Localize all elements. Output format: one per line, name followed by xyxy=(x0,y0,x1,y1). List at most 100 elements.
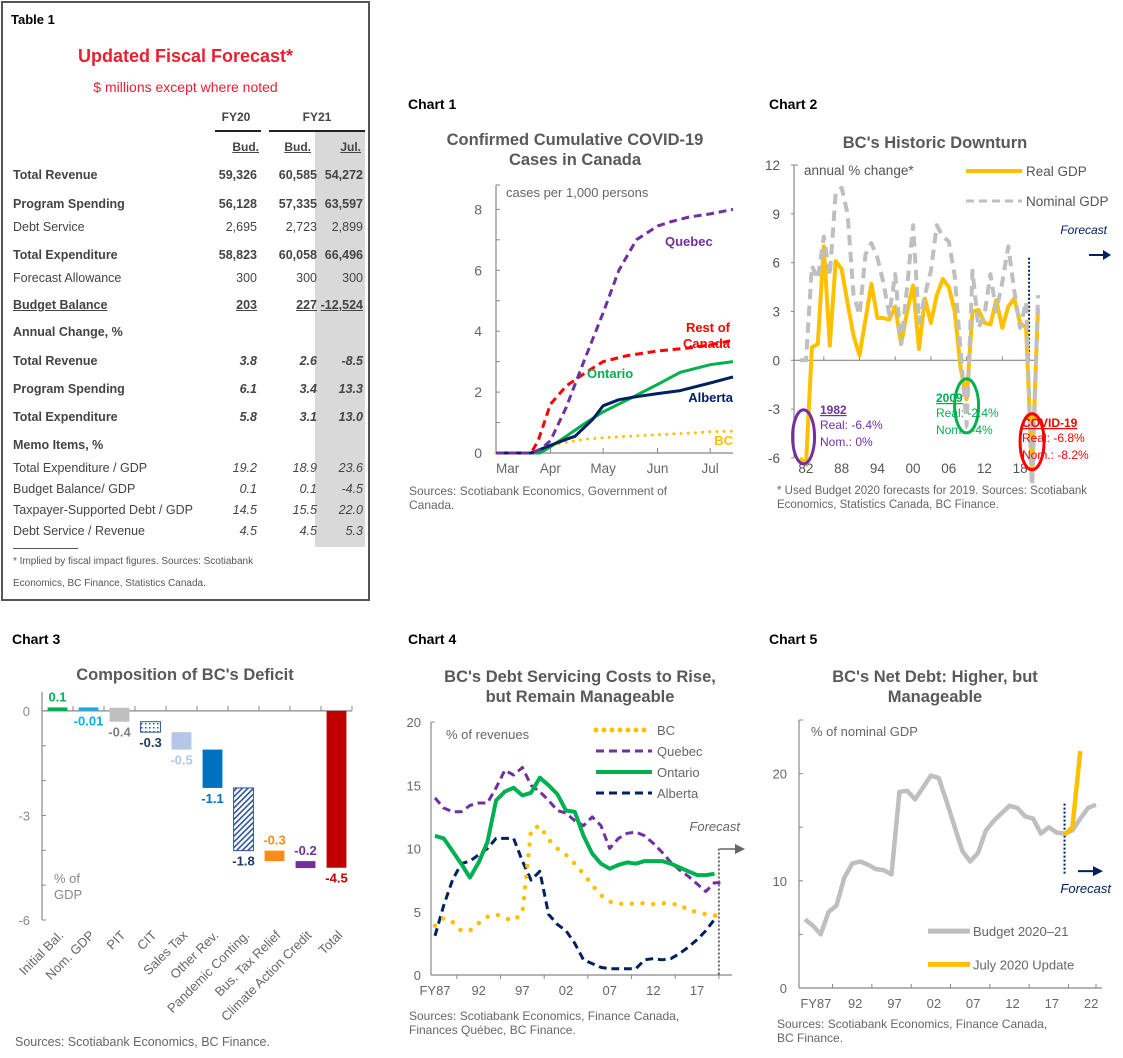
chart-2-annotation-title: 1982 xyxy=(820,403,847,417)
chart-5-series-july-update xyxy=(1062,750,1083,837)
chart-4-x-ticklabel: 02 xyxy=(559,983,573,998)
chart-5-source-line2: BC Finance. xyxy=(777,1031,844,1045)
chart-2-y-ticklabel: -6 xyxy=(768,451,780,466)
cell-value: 56,128 xyxy=(218,197,257,211)
chart-5-x-ticklabel: 97 xyxy=(887,996,901,1010)
chart-1-x-ticklabel: Jul xyxy=(702,461,719,476)
table-row: Total Revenue 59,326 60,585 54,272 xyxy=(13,168,365,188)
chart-3-title: Composition of BC's Deficit xyxy=(76,666,294,684)
chart-2-annotation-real: Real: -6.8% xyxy=(1022,431,1085,445)
cell-value: -4.5 xyxy=(341,482,363,496)
chart-2-x-ticklabel: 88 xyxy=(834,461,849,476)
chart-3-y-ticklabel: -3 xyxy=(18,808,30,823)
chart-1-label-ontario: Ontario xyxy=(587,366,633,381)
cell-value: 2,695 xyxy=(225,220,257,234)
table-section-header: Memo Items, % xyxy=(13,438,365,458)
jul-column-shading xyxy=(315,130,365,547)
chart-4-legend-alberta: Alberta xyxy=(657,786,699,801)
cell-value: 2,723 xyxy=(285,220,317,234)
chart-5-y-ticklabel: 10 xyxy=(773,874,787,889)
table-row: Program Spending 6.1 3.4 13.3 xyxy=(13,382,365,402)
chart-3-sources: Sources: Scotiabank Economics, BC Financ… xyxy=(15,1035,270,1049)
chart-5-y-ticklabel: 20 xyxy=(773,767,787,782)
chart-4-plot: 0 5 10 15 20 FY87 92 97 02 07 12 17 % of revenues BC Q… xyxy=(407,715,745,998)
chart-2-annotation-nom: Nom.: 0% xyxy=(820,435,873,449)
table-row: Forecast Allowance 300 300 300 xyxy=(13,271,365,291)
chart-3-bar-sales-tax xyxy=(171,732,192,750)
chart-3-label: Chart 3 xyxy=(12,631,61,647)
chart-4-series-alberta xyxy=(433,836,716,971)
chart-4-source-line2: Finances Québec, BC Finance. xyxy=(409,1023,576,1037)
chart-2-annotation-title: COVID-19 xyxy=(1022,416,1078,430)
chart-4-label: Chart 4 xyxy=(408,631,457,647)
cell-value: 60,585 xyxy=(278,168,317,182)
chart-5-legend-budget: Budget 2020–21 xyxy=(973,924,1068,939)
chart-3-bar-cit xyxy=(140,721,161,733)
chart-2-annotation-real: Real: -2.4% xyxy=(936,406,999,420)
chart-3-value-label: -0.5 xyxy=(170,753,192,768)
chart-2-y-ticklabel: 12 xyxy=(765,158,780,173)
cell-value: 59,326 xyxy=(218,168,257,182)
chart-2-sources: * Used Budget 2020 forecasts for 2019. S… xyxy=(777,484,1087,512)
chart-2-series-real-gdp xyxy=(798,244,1040,473)
table-label: Table 1 xyxy=(11,12,55,27)
chart-5-legend-july: July 2020 Update xyxy=(973,957,1074,972)
chart-4-x-ticklabel: 17 xyxy=(690,983,704,998)
row-label: Total Expenditure xyxy=(13,248,118,262)
row-label: Budget Balance xyxy=(13,298,108,312)
cell-value: -8.5 xyxy=(341,354,363,368)
row-label: Program Spending xyxy=(13,382,125,396)
chart-1-y-ticklabel: 8 xyxy=(474,201,482,217)
row-label: Total Expenditure xyxy=(13,410,118,424)
chart-4-source-line1: Sources: Scotiabank Economics, Finance C… xyxy=(409,1009,680,1023)
chart-5-title-line1: BC's Net Debt: Higher, but xyxy=(832,668,1038,686)
table-row: Debt Service / Revenue 4.5 4.5 5.3 xyxy=(13,524,365,544)
row-label: Total Expenditure / GDP xyxy=(13,461,148,475)
chart-1-sources: Sources: Scotiabank Economics, Governmen… xyxy=(409,484,667,512)
chart-2-ylabel: annual % change* xyxy=(804,163,914,178)
chart-1-ylabel: cases per 1,000 persons xyxy=(506,185,649,200)
cell-value: 4.5 xyxy=(299,524,317,538)
chart-2-y-ticklabel: 0 xyxy=(772,353,780,368)
chart-4-y-ticklabel: 20 xyxy=(407,715,421,730)
row-label: Forecast Allowance xyxy=(13,271,122,285)
chart-4-legend-quebec: Quebec xyxy=(657,744,703,759)
row-label: Debt Service xyxy=(13,220,85,234)
cell-value: 0.1 xyxy=(299,482,317,496)
chart-3-source-line1: Sources: Scotiabank Economics, BC Financ… xyxy=(15,1035,270,1049)
cell-value: 5.8 xyxy=(239,410,257,424)
table-note-1: * Implied by fiscal impact figures. Sour… xyxy=(13,556,254,567)
chart-4-x-ticklabel: 12 xyxy=(646,983,660,998)
chart-1-y-ticklabel: 0 xyxy=(474,445,482,461)
chart-3-y-ticklabel: 0 xyxy=(23,704,30,719)
chart-2-annotation-real: Real: -6.4% xyxy=(820,418,883,432)
cell-value: 54,272 xyxy=(324,168,363,182)
chart-1-series-alberta xyxy=(496,375,734,455)
chart-5-ylabel: % of nominal GDP xyxy=(811,724,918,739)
col-header-fy21-bud: Bud. xyxy=(284,140,311,154)
cell-value: 2.6 xyxy=(299,354,317,368)
chart-3-value-label: -1.8 xyxy=(232,854,254,869)
chart-3-bar-pandemic-conting- xyxy=(233,787,254,852)
chart-3-bar-total xyxy=(326,710,347,868)
chart-1-source-line1: Sources: Scotiabank Economics, Governmen… xyxy=(409,484,668,498)
chart-5-forecast-label: Forecast xyxy=(1060,881,1112,896)
row-label: Total Revenue xyxy=(13,354,98,368)
cell-value: 14.5 xyxy=(232,503,257,517)
col-header-fy20-bud: Bud. xyxy=(232,140,259,154)
table-row: Debt Service 2,695 2,723 2,899 xyxy=(13,220,365,240)
chart-5-y-ticklabel: 0 xyxy=(780,981,787,996)
chart-3-value-label: -0.4 xyxy=(108,725,131,740)
chart-1-series-rest-of-canada xyxy=(496,338,734,455)
chart-3-bar-pit xyxy=(109,707,130,722)
chart-1-series-quebec xyxy=(496,207,734,455)
cell-value: 6.1 xyxy=(239,382,257,396)
cell-value: 300 xyxy=(342,271,363,285)
chart-5-x-ticklabel: 92 xyxy=(848,996,862,1010)
cell-value: 203 xyxy=(236,298,257,312)
chart-2-forecast-label: Forecast xyxy=(1060,223,1107,237)
chart-1-source-line2: Canada. xyxy=(409,498,455,512)
fy20-rule xyxy=(215,130,261,132)
